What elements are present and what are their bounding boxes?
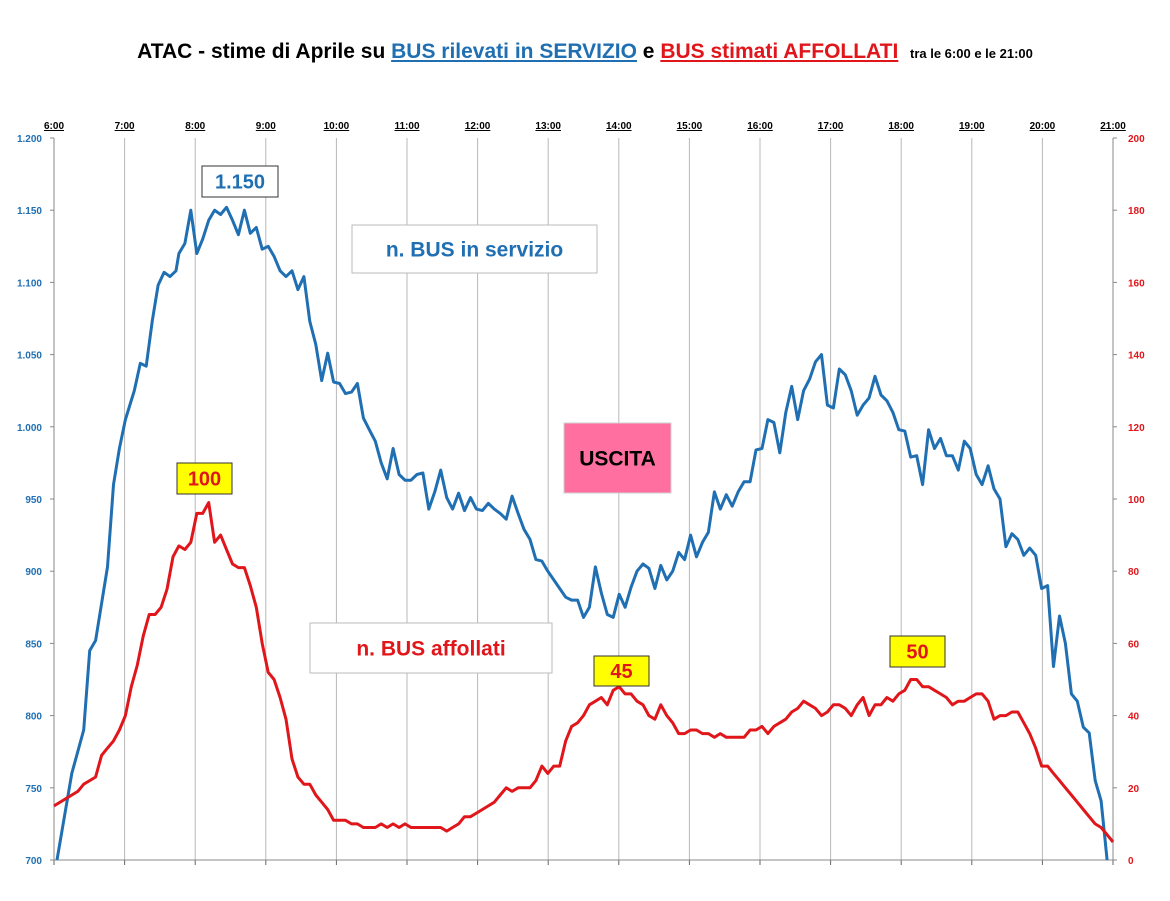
left-tick-label: 1.050 xyxy=(17,351,42,362)
crowded-series-label-text: n. BUS affollati xyxy=(356,638,505,661)
service-series-label: n. BUS in servizio xyxy=(351,224,598,274)
top-axis-ticks: 6:00 7:00 8:00 9:00 10:00 11:00 12:00 13:00 14:0… xyxy=(44,121,1126,132)
x-tick-label: 8:00 xyxy=(185,121,205,132)
series-lines xyxy=(53,205,1115,861)
service-peak-label-bg xyxy=(201,165,279,198)
right-tick-label: 180 xyxy=(1128,206,1145,217)
crowded-peak-3-label-bg xyxy=(889,635,946,668)
right-axis-ticks: 0 20 40 60 80 100 120 140 160 180 200 xyxy=(1128,134,1145,867)
left-tick-label: 1.000 xyxy=(17,423,42,434)
crowded-peak-1-label-bg xyxy=(176,462,233,495)
title-time-range: tra le 6:00 e le 21:00 xyxy=(910,46,1033,61)
x-tick-label: 16:00 xyxy=(747,121,773,132)
title-conj: e xyxy=(636,40,661,63)
title-service-link: BUS rilevati in SERVIZIO xyxy=(391,40,637,63)
right-tick-label: 20 xyxy=(1128,784,1140,795)
service-series-label-text: n. BUS in servizio xyxy=(386,239,563,262)
x-tick-label: 18:00 xyxy=(888,121,914,132)
x-tick-label: 12:00 xyxy=(465,121,491,132)
x-tick-label: 9:00 xyxy=(256,121,276,132)
right-tick-label: 140 xyxy=(1128,351,1145,362)
x-tick-label: 14:00 xyxy=(606,121,632,132)
left-tick-label: 950 xyxy=(25,495,42,506)
right-tick-label: 40 xyxy=(1128,712,1140,723)
uscita-label-text: USCITA xyxy=(579,448,656,471)
x-tick-label: 21:00 xyxy=(1100,121,1126,132)
uscita-label: USCITA xyxy=(563,422,672,494)
left-tick-label: 800 xyxy=(25,712,42,723)
x-tick-label: 13:00 xyxy=(535,121,561,132)
x-tick-label: 10:00 xyxy=(324,121,350,132)
uscita-label-bg xyxy=(563,422,672,494)
right-tick-label: 60 xyxy=(1128,639,1140,650)
x-tick-label: 7:00 xyxy=(115,121,135,132)
left-tick-label: 750 xyxy=(25,784,42,795)
crowded-series-label-bg xyxy=(309,622,553,674)
left-tick-label: 1.150 xyxy=(17,206,42,217)
title-prefix: ATAC xyxy=(137,40,193,63)
crowded-series-label: n. BUS affollati xyxy=(309,622,553,674)
service-peak-label: 1.150 xyxy=(201,165,279,198)
right-tick-label: 160 xyxy=(1128,278,1145,289)
left-tick-label: 1.200 xyxy=(17,134,42,145)
x-tick-label: 11:00 xyxy=(394,121,419,132)
left-tick-label: 700 xyxy=(25,856,42,867)
x-tick-label: 20:00 xyxy=(1030,121,1056,132)
axes xyxy=(50,137,1117,865)
right-tick-label: 100 xyxy=(1128,495,1145,506)
service-peak-label-text: 1.150 xyxy=(215,172,265,194)
crowded-peak-3-label-text: 50 xyxy=(906,642,928,664)
right-tick-label: 0 xyxy=(1128,856,1134,867)
chart-title: ATAC - stime di Aprile su BUS rilevati i… xyxy=(0,40,1170,64)
crowded-peak-2-label-text: 45 xyxy=(610,661,632,683)
x-tick-label: 15:00 xyxy=(677,121,703,132)
x-tick-label: 19:00 xyxy=(959,121,985,132)
left-axis-ticks: 700 750 800 850 900 950 1.000 1.050 1.100 1.150 1.… xyxy=(17,134,42,867)
crowded-peak-1-label: 100 xyxy=(176,462,233,495)
right-tick-label: 200 xyxy=(1128,134,1145,145)
service-series-label-bg xyxy=(351,224,598,274)
service-line xyxy=(55,205,1109,861)
x-tick-label: 17:00 xyxy=(818,121,844,132)
annotation-boxes: 1.150 n. BUS in servizio n. BUS affollati U… xyxy=(176,165,946,687)
right-tick-label: 80 xyxy=(1128,567,1140,578)
x-tick-label: 6:00 xyxy=(44,121,64,132)
crowded-peak-2-label-bg xyxy=(593,655,650,687)
crowded-peak-1-label-text: 100 xyxy=(188,469,221,491)
left-tick-label: 850 xyxy=(25,639,42,650)
crowded-peak-2-label: 45 xyxy=(593,655,650,687)
right-tick-label: 120 xyxy=(1128,423,1145,434)
left-tick-label: 900 xyxy=(25,567,42,578)
left-tick-label: 1.100 xyxy=(17,278,42,289)
title-mid: - stime di Aprile su xyxy=(192,40,392,63)
title-crowded-link: BUS stimati AFFOLLATI xyxy=(660,40,899,63)
crowded-peak-3-label: 50 xyxy=(889,635,946,668)
crowded-line xyxy=(53,501,1115,843)
